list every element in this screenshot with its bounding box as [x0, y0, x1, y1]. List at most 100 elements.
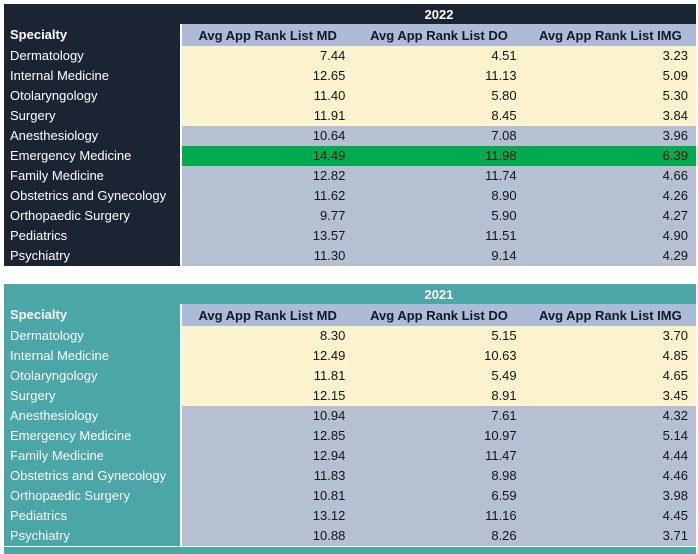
- table-row: Psychiatry 10.88 8.26 3.71: [4, 526, 696, 546]
- do-value-cell: 7.61: [353, 406, 525, 426]
- img-value-cell: 5.14: [524, 426, 696, 446]
- md-value-cell: 11.62: [182, 186, 354, 206]
- specialty-cell: Anesthesiology: [4, 406, 182, 426]
- md-value-cell: 13.57: [182, 226, 354, 246]
- table-row: Surgery 12.15 8.91 3.45: [4, 386, 696, 406]
- table-body-2021: Dermatology 8.30 5.15 3.70 Internal Medicine…: [4, 326, 696, 546]
- do-value-cell: 11.16: [353, 506, 525, 526]
- do-value-cell: 8.98: [353, 466, 525, 486]
- do-value-cell: 8.45: [353, 106, 525, 126]
- specialty-cell: Pediatrics: [4, 226, 182, 246]
- specialty-cell: Internal Medicine: [4, 346, 182, 366]
- table-row: Emergency Medicine 12.85 10.97 5.14: [4, 426, 696, 446]
- specialty-cell: Emergency Medicine: [4, 426, 182, 446]
- img-value-cell: 4.27: [524, 206, 696, 226]
- img-value-cell: 3.71: [524, 526, 696, 546]
- table-row: Obstetrics and Gynecology 11.83 8.98 4.46: [4, 466, 696, 486]
- table-row: Obstetrics and Gynecology 11.62 8.90 4.26: [4, 186, 696, 206]
- page: 2022 Specialty Avg App Rank List MD Avg …: [0, 4, 698, 554]
- img-value-cell: 4.44: [524, 446, 696, 466]
- table-row: Psychiatry 11.30 9.14 4.29: [4, 246, 696, 266]
- md-column-header: Avg App Rank List MD: [182, 304, 354, 326]
- md-value-cell: 7.44: [182, 46, 354, 66]
- md-value-cell: 11.91: [182, 106, 354, 126]
- md-value-cell: 12.94: [182, 446, 354, 466]
- year-header-spacer: [4, 4, 182, 24]
- do-value-cell: 9.14: [353, 246, 525, 266]
- table-row: Family Medicine 12.82 11.74 4.66: [4, 166, 696, 186]
- table-row: Anesthesiology 10.94 7.61 4.32: [4, 406, 696, 426]
- img-value-cell: 5.09: [524, 66, 696, 86]
- bottom-teal-strip: [4, 547, 696, 554]
- img-value-cell: 4.90: [524, 226, 696, 246]
- do-column-header: Avg App Rank List DO: [353, 304, 525, 326]
- specialty-cell: Family Medicine: [4, 166, 182, 186]
- do-value-cell: 11.51: [353, 226, 525, 246]
- img-value-cell: 4.45: [524, 506, 696, 526]
- table-row: Emergency Medicine 14.49 11.98 6.39: [4, 146, 696, 166]
- table-row: Dermatology 7.44 4.51 3.23: [4, 46, 696, 66]
- md-value-cell: 8.30: [182, 326, 354, 346]
- img-value-cell: 4.66: [524, 166, 696, 186]
- img-value-cell: 4.32: [524, 406, 696, 426]
- specialty-cell: Otolaryngology: [4, 86, 182, 106]
- specialty-cell: Psychiatry: [4, 526, 182, 546]
- specialty-cell: Psychiatry: [4, 246, 182, 266]
- specialty-cell: Otolaryngology: [4, 366, 182, 386]
- do-value-cell: 10.63: [353, 346, 525, 366]
- do-value-cell: 11.98: [353, 146, 525, 166]
- do-value-cell: 5.80: [353, 86, 525, 106]
- img-value-cell: 4.85: [524, 346, 696, 366]
- year-label-2022: 2022: [424, 7, 454, 22]
- year-header-row-2021: 2021: [4, 284, 696, 304]
- specialty-cell: Internal Medicine: [4, 66, 182, 86]
- md-value-cell: 10.88: [182, 526, 354, 546]
- specialty-cell: Emergency Medicine: [4, 146, 182, 166]
- img-value-cell: 4.26: [524, 186, 696, 206]
- md-value-cell: 12.85: [182, 426, 354, 446]
- img-value-cell: 4.65: [524, 366, 696, 386]
- table-row: Otolaryngology 11.81 5.49 4.65: [4, 366, 696, 386]
- table-row: Anesthesiology 10.64 7.08 3.96: [4, 126, 696, 146]
- img-value-cell: 4.46: [524, 466, 696, 486]
- specialty-column-header: Specialty: [4, 304, 182, 326]
- specialty-cell: Pediatrics: [4, 506, 182, 526]
- table-row: Dermatology 8.30 5.15 3.70: [4, 326, 696, 346]
- table-row: Pediatrics 13.12 11.16 4.45: [4, 506, 696, 526]
- year-header-spacer: [4, 284, 182, 304]
- table-row: Family Medicine 12.94 11.47 4.44: [4, 446, 696, 466]
- rank-table-2022: 2022 Specialty Avg App Rank List MD Avg …: [4, 4, 696, 266]
- img-value-cell: 4.29: [524, 246, 696, 266]
- md-value-cell: 11.81: [182, 366, 354, 386]
- table-row: Surgery 11.91 8.45 3.84: [4, 106, 696, 126]
- md-value-cell: 12.82: [182, 166, 354, 186]
- md-value-cell: 11.83: [182, 466, 354, 486]
- img-value-cell: 3.84: [524, 106, 696, 126]
- md-value-cell: 10.81: [182, 486, 354, 506]
- img-value-cell: 3.45: [524, 386, 696, 406]
- do-value-cell: 8.26: [353, 526, 525, 546]
- do-value-cell: 6.59: [353, 486, 525, 506]
- specialty-column-header: Specialty: [4, 24, 182, 46]
- md-value-cell: 10.64: [182, 126, 354, 146]
- specialty-cell: Orthopaedic Surgery: [4, 486, 182, 506]
- do-value-cell: 8.91: [353, 386, 525, 406]
- specialty-cell: Obstetrics and Gynecology: [4, 186, 182, 206]
- md-value-cell: 14.49: [182, 146, 354, 166]
- column-header-row-2022: Specialty Avg App Rank List MD Avg App R…: [4, 24, 696, 46]
- md-value-cell: 11.40: [182, 86, 354, 106]
- img-value-cell: 5.30: [524, 86, 696, 106]
- table-row: Internal Medicine 12.49 10.63 4.85: [4, 346, 696, 366]
- table-row: Orthopaedic Surgery 9.77 5.90 4.27: [4, 206, 696, 226]
- specialty-cell: Dermatology: [4, 46, 182, 66]
- do-value-cell: 5.49: [353, 366, 525, 386]
- specialty-cell: Orthopaedic Surgery: [4, 206, 182, 226]
- md-column-header: Avg App Rank List MD: [182, 24, 354, 46]
- table-row: Otolaryngology 11.40 5.80 5.30: [4, 86, 696, 106]
- do-column-header: Avg App Rank List DO: [353, 24, 525, 46]
- img-column-header: Avg App Rank List IMG: [524, 304, 696, 326]
- do-value-cell: 11.47: [353, 446, 525, 466]
- md-value-cell: 11.30: [182, 246, 354, 266]
- md-value-cell: 12.65: [182, 66, 354, 86]
- img-value-cell: 6.39: [524, 146, 696, 166]
